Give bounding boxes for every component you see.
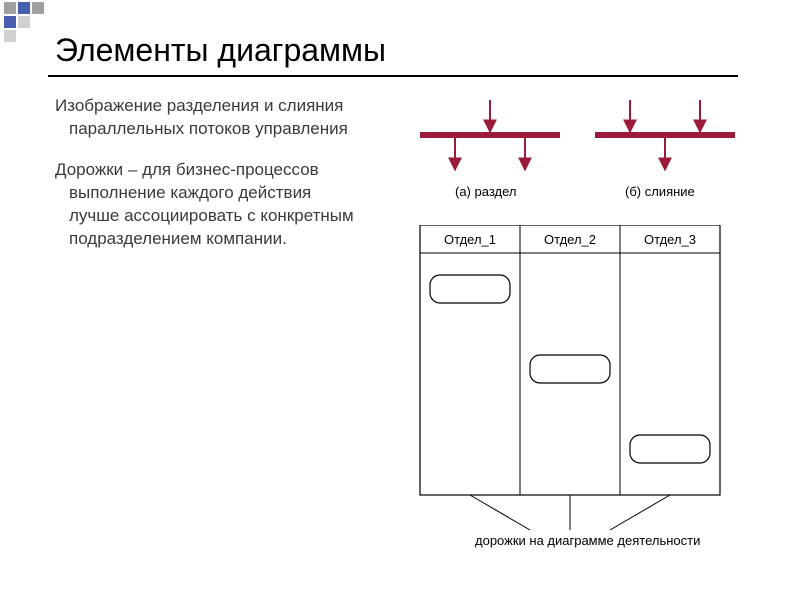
activity-box <box>430 275 510 303</box>
fork-label: (а) раздел <box>455 184 516 199</box>
deco-square <box>4 2 16 14</box>
fork-join-diagram: (а) раздел (б) слияние <box>400 88 750 218</box>
activity-box <box>630 435 710 463</box>
slide: Элементы диаграммы Изображение разделени… <box>0 0 800 600</box>
join-bar <box>595 132 735 138</box>
lane-header: Отдел_3 <box>644 232 696 247</box>
join-label: (б) слияние <box>625 184 695 199</box>
lane-header: Отдел_1 <box>444 232 496 247</box>
swimlanes-diagram: Отдел_1 Отдел_2 Отдел_3 дорожки на диаграмм… <box>400 225 750 565</box>
deco-square <box>18 16 30 28</box>
deco-square <box>4 16 16 28</box>
body-text: Изображение разделения и слияния паралле… <box>55 95 365 269</box>
page-title: Элементы диаграммы <box>55 32 386 69</box>
fork-bar <box>420 132 560 138</box>
title-underline <box>48 75 738 77</box>
callout-label: дорожки на диаграмме деятельности <box>475 533 700 548</box>
activity-box <box>530 355 610 383</box>
deco-square <box>32 2 44 14</box>
deco-square <box>4 30 16 42</box>
callout-line <box>470 495 530 530</box>
callout-line <box>610 495 670 530</box>
deco-square <box>18 2 30 14</box>
lane-header: Отдел_2 <box>544 232 596 247</box>
paragraph-1: Изображение разделения и слияния паралле… <box>55 95 365 141</box>
paragraph-2: Дорожки – для бизнес-процессов выполнени… <box>55 159 365 251</box>
